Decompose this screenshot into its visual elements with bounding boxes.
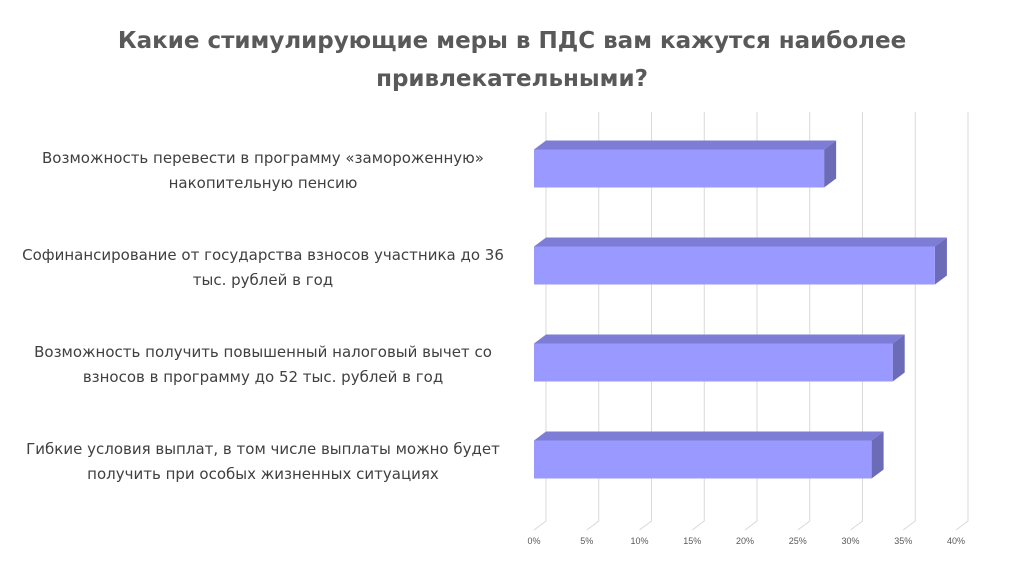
tick-label: 0% [527,536,540,546]
bar-top-face [534,334,905,344]
tick-label: 25% [789,536,807,546]
bar-top-face [534,237,947,247]
bar-front-face [534,246,935,285]
category-label: Возможность перевести в программу «замор… [42,148,484,192]
bar-top-face [534,140,837,150]
bar-side-face [871,431,884,479]
tick-label: 15% [683,536,701,546]
bar-top-face [534,431,884,441]
category-label: Софинансирование от государства взносов … [22,245,504,289]
tick-label: 30% [841,536,859,546]
bar-front-face [534,149,825,188]
bar-side-face [824,140,837,188]
tick-label: 35% [894,536,912,546]
bar [534,334,905,382]
x-axis-ticks: 0% 5% 10% 15% 20% 25% 30% 35% 40% [527,536,965,546]
category-label: Возможность получить повышенный налоговы… [34,342,492,386]
bar-side-face [892,334,905,382]
grid-line [955,112,969,531]
chart-title: Какие стимулирующие меры в ПДС вам кажут… [117,28,907,92]
grid-line [902,112,916,531]
tick-label: 20% [736,536,754,546]
bar [534,140,837,188]
bar-front-face [534,440,872,479]
bar [534,237,947,285]
bar-side-face [934,237,947,285]
bar [534,431,884,479]
category-label: Гибкие условия выплат, в том числе выпла… [26,439,500,483]
bars [534,140,947,479]
tick-label: 5% [580,536,593,546]
tick-label: 10% [630,536,648,546]
tick-label: 40% [947,536,965,546]
bar-front-face [534,343,893,382]
